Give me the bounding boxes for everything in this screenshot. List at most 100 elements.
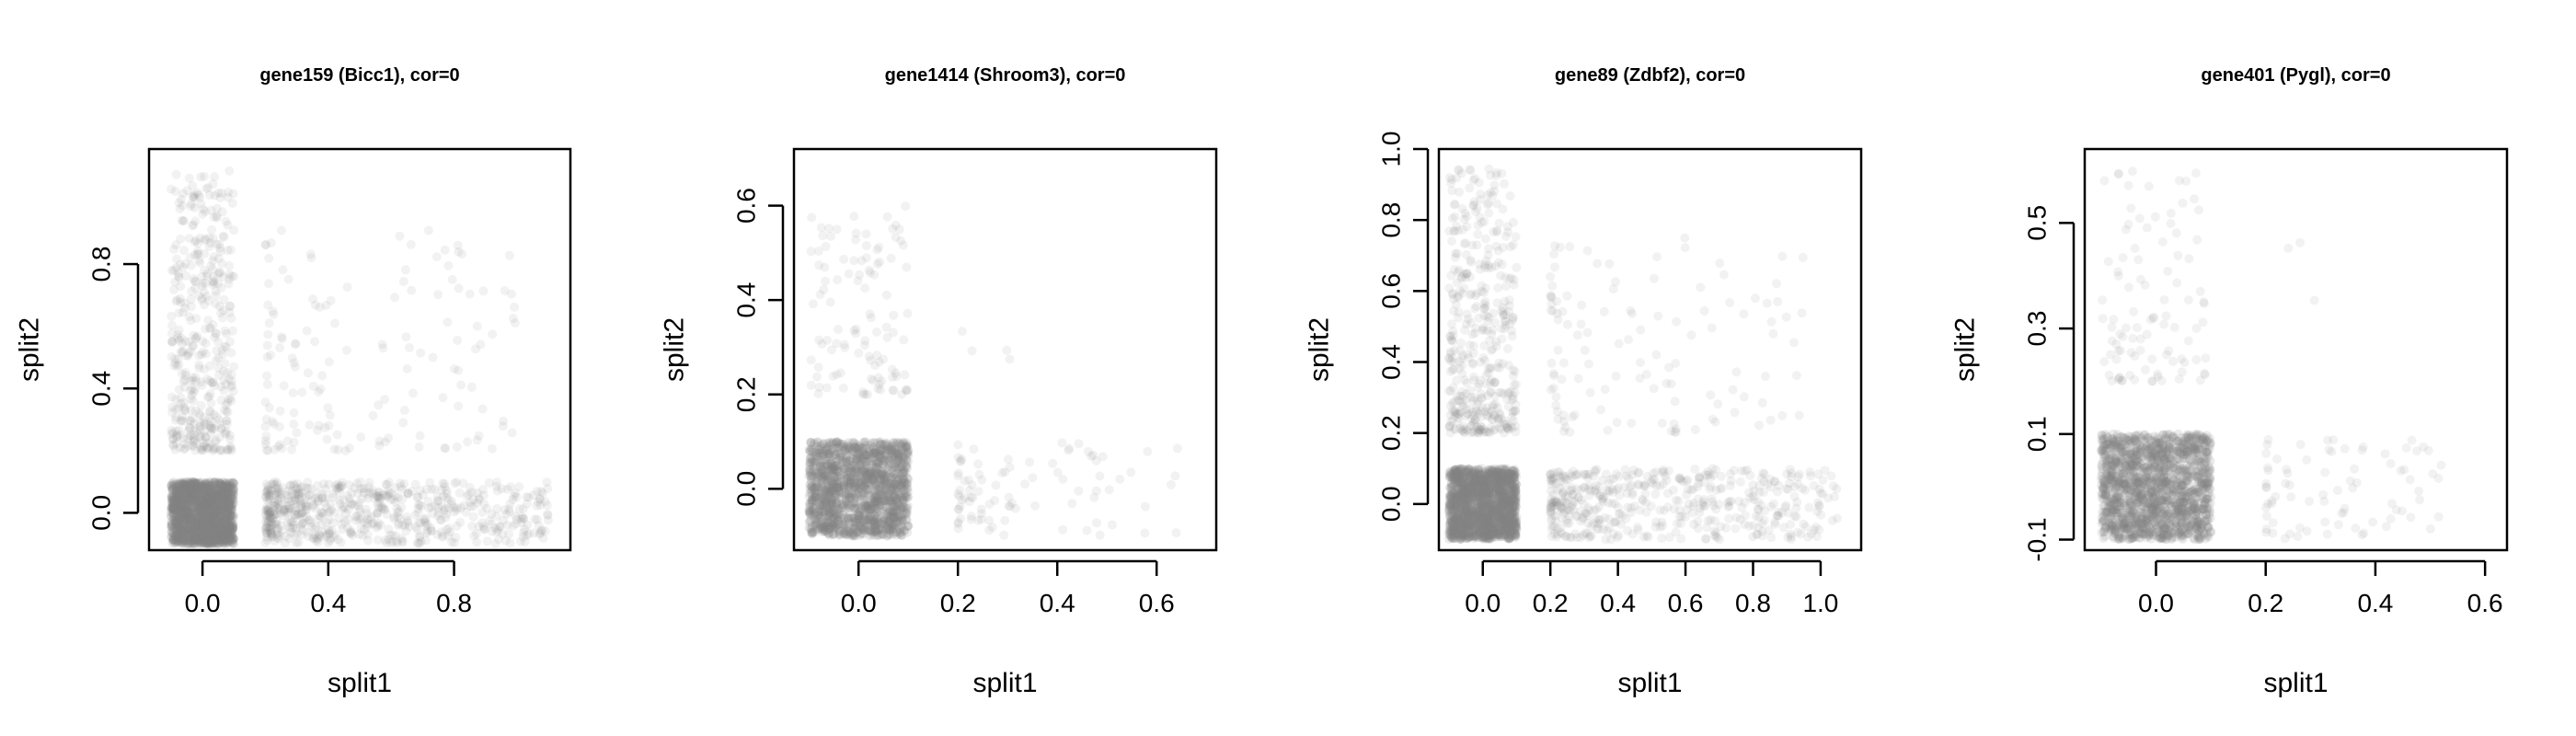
data-point <box>1000 467 1010 477</box>
data-point <box>969 444 979 454</box>
data-point <box>221 216 231 226</box>
data-point <box>201 516 212 526</box>
data-point <box>382 479 392 489</box>
data-point <box>178 433 189 443</box>
data-point <box>519 528 529 537</box>
data-point <box>190 477 201 488</box>
data-point <box>210 528 220 538</box>
data-point <box>214 490 224 500</box>
data-point <box>201 535 210 545</box>
data-point <box>180 524 190 535</box>
data-point <box>840 463 849 473</box>
data-point <box>846 489 857 500</box>
data-point <box>851 235 860 245</box>
data-point <box>1104 485 1114 495</box>
data-point <box>1058 475 1068 484</box>
data-point <box>368 410 378 420</box>
data-point <box>262 340 272 351</box>
data-point <box>477 518 487 528</box>
data-point <box>839 506 849 516</box>
data-point <box>827 452 837 461</box>
data-point <box>900 439 910 449</box>
data-point <box>183 477 193 487</box>
data-point <box>189 273 199 283</box>
data-point <box>184 488 194 498</box>
data-point <box>221 529 231 539</box>
data-point <box>897 513 907 523</box>
data-point <box>362 493 373 503</box>
data-point <box>207 487 217 497</box>
data-point <box>196 524 206 535</box>
data-point <box>182 535 192 546</box>
data-point <box>504 250 514 260</box>
data-point <box>219 294 229 305</box>
data-point <box>487 519 497 529</box>
data-point <box>213 529 224 539</box>
data-point <box>825 297 835 307</box>
data-point <box>199 516 209 526</box>
data-point <box>344 480 354 490</box>
data-point <box>227 491 237 501</box>
data-point <box>373 508 383 518</box>
data-point <box>208 495 218 505</box>
data-point <box>1064 443 1075 454</box>
data-point <box>202 500 213 510</box>
data-point <box>384 433 393 443</box>
data-point <box>305 249 316 259</box>
data-point <box>536 526 546 535</box>
data-point <box>206 511 216 521</box>
data-point <box>953 440 963 450</box>
data-point <box>225 510 236 520</box>
data-point <box>1107 520 1117 530</box>
data-point <box>192 482 202 491</box>
data-point <box>211 535 220 545</box>
data-point <box>212 498 221 508</box>
data-point <box>189 532 198 542</box>
data-point <box>166 511 176 521</box>
data-point <box>215 444 225 454</box>
data-point <box>1074 439 1084 449</box>
data-point <box>440 443 450 453</box>
data-point <box>416 348 426 358</box>
data-point <box>289 437 299 447</box>
data-point <box>213 519 224 529</box>
data-point <box>507 428 517 438</box>
data-point <box>266 351 275 360</box>
point-cluster-1 <box>1444 464 1522 545</box>
data-point <box>1143 446 1153 456</box>
x-tick-label: 0.2 <box>940 589 976 617</box>
data-point <box>223 523 233 533</box>
data-point <box>208 511 218 521</box>
data-point <box>197 524 207 535</box>
data-point <box>172 517 182 527</box>
data-point <box>221 400 231 410</box>
data-point <box>184 481 194 491</box>
data-point <box>176 234 186 244</box>
data-point <box>222 416 232 426</box>
data-point <box>1057 438 1067 448</box>
data-point <box>209 535 219 546</box>
data-point <box>813 438 823 447</box>
data-point <box>173 330 183 340</box>
data-point <box>183 491 193 501</box>
data-point <box>209 517 219 527</box>
data-point <box>178 509 188 519</box>
data-point <box>176 506 186 516</box>
data-point <box>209 494 219 504</box>
data-point <box>194 363 204 374</box>
data-point <box>214 523 224 533</box>
data-point <box>902 493 912 503</box>
data-point <box>184 504 194 514</box>
data-point <box>455 517 466 527</box>
data-point <box>202 518 213 528</box>
data-point <box>198 531 208 541</box>
data-point <box>864 265 874 275</box>
data-point <box>191 479 201 489</box>
data-point <box>287 486 297 496</box>
data-point <box>192 528 202 537</box>
data-point <box>196 512 206 522</box>
data-point <box>336 483 345 493</box>
data-point <box>953 523 963 534</box>
data-point <box>203 512 213 523</box>
data-point <box>482 536 492 546</box>
